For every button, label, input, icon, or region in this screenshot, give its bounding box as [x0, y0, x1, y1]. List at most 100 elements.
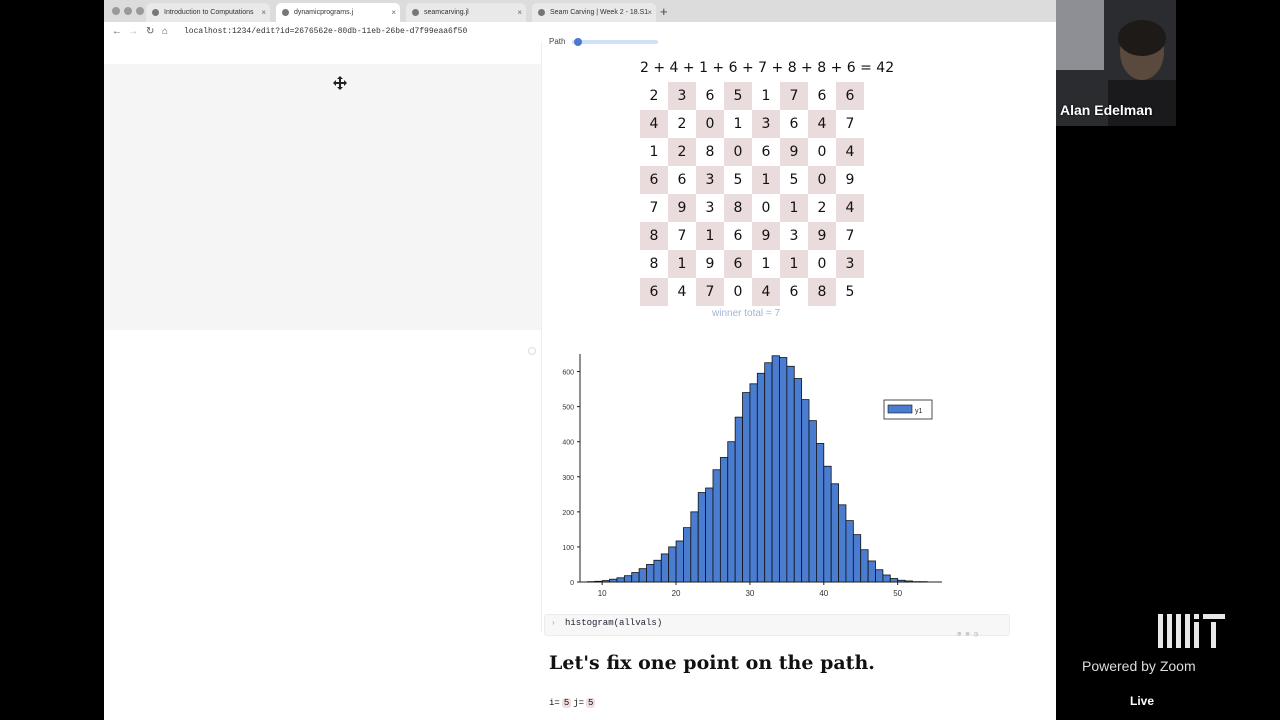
grid-cell: 5: [836, 278, 864, 306]
grid-cell: 7: [668, 222, 696, 250]
tab-label: Seam Carving | Week 2 - 18.S1: [550, 9, 649, 16]
histogram-bar: [860, 549, 869, 583]
histogram-bar: [601, 580, 610, 583]
histogram-bar: [638, 568, 647, 583]
new-tab-button[interactable]: +: [660, 4, 668, 19]
tab-bar: Introduction to Computations × dynamicpr…: [104, 0, 1056, 23]
grid-cell: 6: [724, 250, 752, 278]
x-tick-label: 10: [598, 589, 607, 598]
histogram-bar: [653, 559, 662, 583]
legend-swatch: [887, 404, 913, 414]
histogram-bar: [668, 546, 677, 583]
grid-cell: 1: [752, 166, 780, 194]
y-tick-label: 300: [562, 475, 574, 482]
tab-introduction[interactable]: Introduction to Computations ×: [146, 3, 270, 22]
histogram-bar: [793, 378, 803, 583]
j-value-chip[interactable]: 5: [586, 698, 596, 708]
grid-cell: 8: [640, 250, 668, 278]
tab-seam-carving-week[interactable]: Seam Carving | Week 2 - 18.S1 ×: [532, 3, 656, 22]
cell-toggle-icon[interactable]: [528, 347, 536, 355]
grid-cell: 3: [780, 222, 808, 250]
code-cell[interactable]: › histogram(allvals): [544, 614, 1010, 636]
cell-expand-icon[interactable]: ›: [552, 618, 555, 627]
path-slider[interactable]: [572, 40, 658, 44]
grid-cell: 6: [640, 166, 668, 194]
tab-favicon-icon: [282, 9, 289, 16]
grid-cell: 9: [836, 166, 864, 194]
grid-cell: 3: [752, 110, 780, 138]
powered-by-zoom: Powered by Zoom: [1082, 658, 1196, 674]
x-tick-label: 40: [819, 589, 828, 598]
grid-cell: 0: [696, 110, 724, 138]
grid-cell: 4: [836, 138, 864, 166]
path-label: Path: [549, 37, 566, 46]
grid-cell: 4: [836, 194, 864, 222]
tab-close-icon[interactable]: ×: [391, 8, 396, 17]
grid-cell: 6: [780, 278, 808, 306]
histogram-bar: [830, 483, 839, 583]
grid-cell: 9: [668, 194, 696, 222]
grid-cell: 9: [780, 138, 808, 166]
tab-seamcarving[interactable]: seamcarving.jl ×: [406, 3, 526, 22]
histogram-bar: [727, 441, 736, 583]
histogram-bar: [616, 577, 625, 583]
tab-label: seamcarving.jl: [424, 9, 469, 16]
path-slider-knob[interactable]: [574, 38, 582, 46]
histogram-bar: [771, 355, 780, 583]
url-field[interactable]: localhost:1234/edit?id=2676562e-80db-11e…: [184, 27, 468, 36]
winner-total-label: winner total = 7: [712, 308, 781, 319]
y-tick-label: 200: [562, 510, 574, 517]
histogram-bar: [897, 579, 906, 583]
histogram-bar: [697, 492, 706, 583]
grid-cell: 5: [724, 82, 752, 110]
code-cell-text[interactable]: histogram(allvals): [565, 618, 663, 628]
grid-cell: 1: [780, 194, 808, 222]
histogram-bar: [705, 487, 714, 583]
histogram-bar: [867, 560, 876, 583]
tab-close-icon[interactable]: ×: [647, 8, 652, 17]
tab-favicon-icon: [412, 9, 419, 16]
histogram-bar: [838, 504, 847, 583]
cell-status-icons: ⊕ ⊗ ◷: [957, 631, 979, 639]
histogram-bar: [609, 578, 618, 583]
tab-close-icon[interactable]: ×: [261, 8, 266, 17]
histogram-bar: [904, 580, 913, 583]
tab-close-icon[interactable]: ×: [517, 8, 522, 17]
grid-cell: 8: [724, 194, 752, 222]
i-label: i=: [549, 698, 560, 708]
forward-button[interactable]: →: [128, 26, 138, 37]
tab-favicon-icon: [152, 9, 159, 16]
maximize-window-icon[interactable]: [136, 7, 144, 15]
grid-cell: 0: [808, 250, 836, 278]
back-button[interactable]: ←: [112, 26, 122, 37]
reload-button[interactable]: ↻: [146, 26, 155, 37]
tab-dynamicprograms[interactable]: dynamicprograms.j ×: [276, 3, 400, 22]
grid-cell: 3: [836, 250, 864, 278]
grid-cell: 9: [696, 250, 724, 278]
legend-label: y1: [915, 408, 923, 415]
histogram-bar: [683, 527, 692, 583]
grid-cell: 4: [640, 110, 668, 138]
grid-cell: 6: [696, 82, 724, 110]
grid-cell: 6: [724, 222, 752, 250]
notebook-page: Path 2 + 4 + 1 + 6 + 7 + 8 + 8 + 6 = 42 …: [104, 37, 1056, 720]
histogram-bar: [808, 420, 817, 583]
histogram-bar: [764, 362, 773, 583]
grid-cell: 3: [696, 166, 724, 194]
i-value-chip[interactable]: 5: [561, 698, 572, 708]
home-button[interactable]: ⌂: [162, 26, 169, 37]
minimize-window-icon[interactable]: [124, 7, 132, 15]
grid-cell: 1: [752, 250, 780, 278]
histogram-bar: [749, 383, 758, 583]
close-window-icon[interactable]: [112, 7, 120, 15]
grid-cell: 4: [752, 278, 780, 306]
grid-cell: 9: [808, 222, 836, 250]
histogram-bar: [823, 465, 832, 583]
grid-cell: 7: [836, 110, 864, 138]
grid-cell: 8: [640, 222, 668, 250]
histogram-bar: [852, 534, 862, 583]
grid-cell: 0: [724, 138, 752, 166]
grid-cell: 3: [668, 82, 696, 110]
grid-cell: 1: [752, 82, 780, 110]
